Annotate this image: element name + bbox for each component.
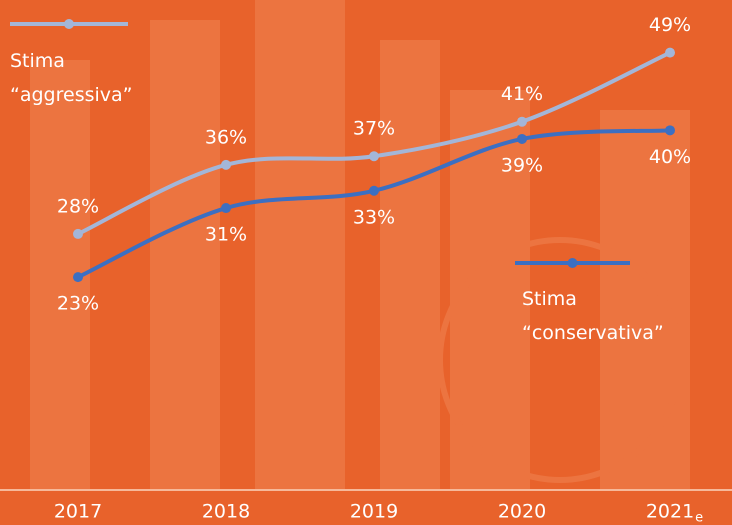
point: [369, 151, 379, 161]
point: [221, 203, 231, 213]
x-tick-subscript: e: [695, 511, 703, 525]
value-label: 33%: [353, 206, 395, 228]
value-label: 49%: [649, 14, 691, 36]
legend-label: Stima “aggressiva”: [10, 44, 133, 112]
point: [665, 48, 675, 58]
x-tick-label: 2018: [202, 501, 250, 523]
value-label: 23%: [57, 293, 99, 315]
value-label: 39%: [501, 154, 543, 176]
x-tick-label: 2020: [498, 501, 546, 523]
x-tick-label: 2021: [646, 501, 694, 523]
x-tick-label: 2017: [54, 501, 102, 523]
point: [517, 117, 527, 127]
point: [73, 229, 83, 239]
value-label: 31%: [205, 224, 247, 246]
value-label: 36%: [205, 126, 247, 148]
chart: 2017 2018 2019 2020 2021e 28% 36% 37% 41% 49% 23% 3…: [0, 0, 732, 525]
value-label: 41%: [501, 83, 543, 105]
value-label: 28%: [57, 195, 99, 217]
point: [73, 272, 83, 282]
legend-marker: [64, 19, 74, 29]
x-tick-label: 2019: [350, 501, 398, 523]
point: [369, 186, 379, 196]
value-label: 37%: [353, 118, 395, 140]
legend-marker: [568, 258, 578, 268]
value-label: 40%: [649, 146, 691, 168]
point: [221, 160, 231, 170]
legend-label: Stima “conservativa”: [522, 282, 664, 350]
point: [665, 125, 675, 135]
point: [517, 134, 527, 144]
